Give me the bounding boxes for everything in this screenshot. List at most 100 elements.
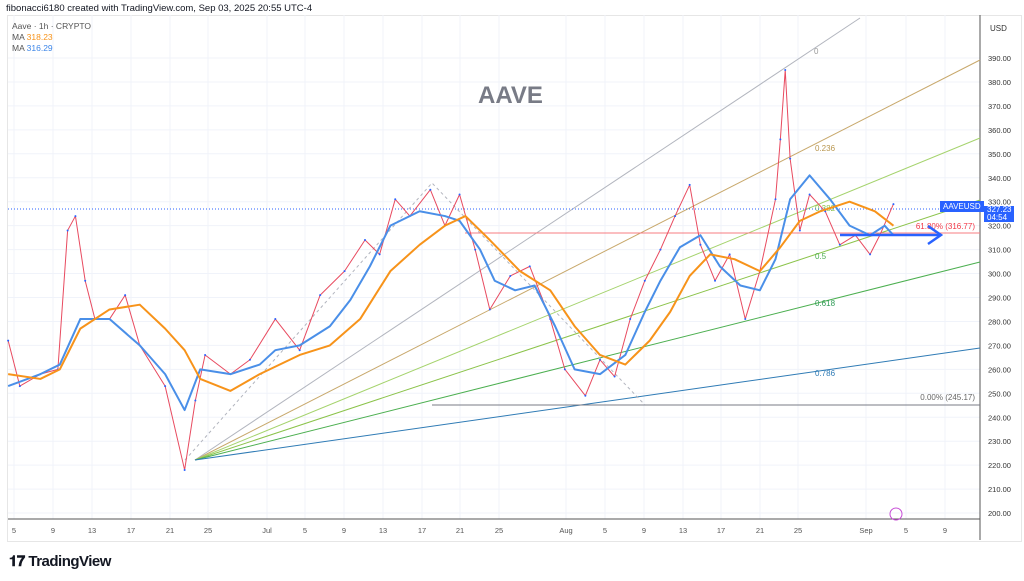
time-tick: 13 <box>379 526 387 535</box>
price-tick: 310.00 <box>988 246 1011 255</box>
price-point <box>528 265 531 268</box>
price-point <box>343 270 346 273</box>
fan-line-0 <box>194 17 861 461</box>
time-tick: 21 <box>456 526 464 535</box>
price-point <box>509 274 512 277</box>
grid <box>8 15 980 519</box>
fib-fan[interactable] <box>184 17 981 461</box>
fan-line-382 <box>194 137 981 461</box>
price-point <box>84 279 87 282</box>
price-point <box>319 294 322 297</box>
last-price-tag: 327.23 04:54 <box>984 206 1015 222</box>
price-point <box>458 193 461 196</box>
fib-label-0: 0 <box>814 47 819 56</box>
time-tick: 25 <box>495 526 503 535</box>
price-tick: 330.00 <box>988 198 1011 207</box>
time-axis: 5 9 13 17 21 25 Jul 5 9 13 17 21 25 Aug 5 9 13 17 21 25 Sep 5… <box>12 526 947 535</box>
price-point <box>394 198 397 201</box>
fib-label-236: 0.236 <box>815 144 836 153</box>
brand-name: TradingView <box>28 553 111 570</box>
price-point <box>784 68 787 71</box>
price-point <box>629 318 632 321</box>
price-point <box>66 229 69 232</box>
price-point <box>798 229 801 232</box>
time-tick: Jul <box>262 526 272 535</box>
price-point <box>7 339 10 342</box>
price-point <box>248 358 251 361</box>
time-tick: 17 <box>127 526 135 535</box>
symbol-info[interactable]: Aave · 1h · CRYPTO <box>12 21 92 31</box>
price-point <box>892 203 895 206</box>
price-point <box>613 375 616 378</box>
ma-fast-value: 316.29 <box>26 43 53 53</box>
ma-slow-value: 318.23 <box>26 32 53 42</box>
price-point <box>298 349 301 352</box>
price-point <box>204 353 207 356</box>
price-tick: 280.00 <box>988 317 1011 326</box>
price-tick: 300.00 <box>988 270 1011 279</box>
chart-pane[interactable] <box>7 15 1022 542</box>
ma-label: MA <box>12 43 25 53</box>
price-point <box>714 279 717 282</box>
time-tick: 5 <box>12 526 16 535</box>
price-axis: 390.00 380.00 370.00 360.00 350.00 340.00 330.… <box>988 54 1011 518</box>
price-point <box>194 399 197 402</box>
price-tick: 340.00 <box>988 174 1011 183</box>
chart-credit: fibonacci6180 created with TradingView.c… <box>6 3 313 14</box>
chart-title: AAVE <box>478 82 543 109</box>
time-tick: 25 <box>794 526 802 535</box>
price-tick: 240.00 <box>988 413 1011 422</box>
price-point <box>183 468 186 471</box>
symbol-tag: AAVEUSD <box>940 201 984 212</box>
price-point <box>378 253 381 256</box>
bar-countdown: 04:54 <box>987 213 1008 222</box>
price-point <box>699 243 702 246</box>
price-tick: 250.00 <box>988 389 1011 398</box>
time-tick: 17 <box>418 526 426 535</box>
ma-slow-legend[interactable]: MA 318.23 <box>12 32 91 43</box>
event-marker-icon[interactable] <box>889 507 903 521</box>
ma-fast-legend[interactable]: MA 316.29 <box>12 43 91 54</box>
fib-base-label: 0.00% (245.17) <box>920 393 975 402</box>
time-tick: 13 <box>679 526 687 535</box>
time-tick: 9 <box>943 526 947 535</box>
fan-line-618 <box>194 261 981 461</box>
time-tick: 9 <box>51 526 55 535</box>
price-point <box>74 215 77 218</box>
time-tick: 25 <box>204 526 212 535</box>
price-tick: 350.00 <box>988 150 1011 159</box>
price-point <box>838 243 841 246</box>
price-point <box>124 294 127 297</box>
ma-line[interactable] <box>8 200 895 392</box>
time-tick: 13 <box>88 526 96 535</box>
time-tick: 5 <box>303 526 307 535</box>
time-tick: Aug <box>559 526 572 535</box>
price-point <box>598 358 601 361</box>
fib-label-618: 0.618 <box>815 299 836 308</box>
ma-line[interactable] <box>7 174 895 412</box>
time-tick: 5 <box>904 526 908 535</box>
blue-arrow-drawing[interactable] <box>840 224 944 246</box>
price-point <box>728 253 731 256</box>
price-point <box>643 279 646 282</box>
price-point <box>474 248 477 251</box>
time-tick: 9 <box>642 526 646 535</box>
price-point <box>674 215 677 218</box>
price-tick: 380.00 <box>988 78 1011 87</box>
fib-label-5: 0.5 <box>815 252 827 261</box>
fan-line-236 <box>194 59 981 461</box>
price-point <box>869 253 872 256</box>
price-point <box>688 183 691 186</box>
currency-label[interactable]: USD <box>990 24 1007 33</box>
tradingview-logo[interactable]: 𝟏𝟕 TradingView <box>9 553 111 570</box>
price-tick: 230.00 <box>988 437 1011 446</box>
price-tick: 270.00 <box>988 341 1011 350</box>
price-point <box>779 138 782 141</box>
time-tick: 5 <box>603 526 607 535</box>
time-tick: 17 <box>717 526 725 535</box>
fib-label-786: 0.786 <box>815 369 836 378</box>
price-tick: 360.00 <box>988 126 1011 135</box>
time-tick: 21 <box>756 526 764 535</box>
price-point <box>744 318 747 321</box>
